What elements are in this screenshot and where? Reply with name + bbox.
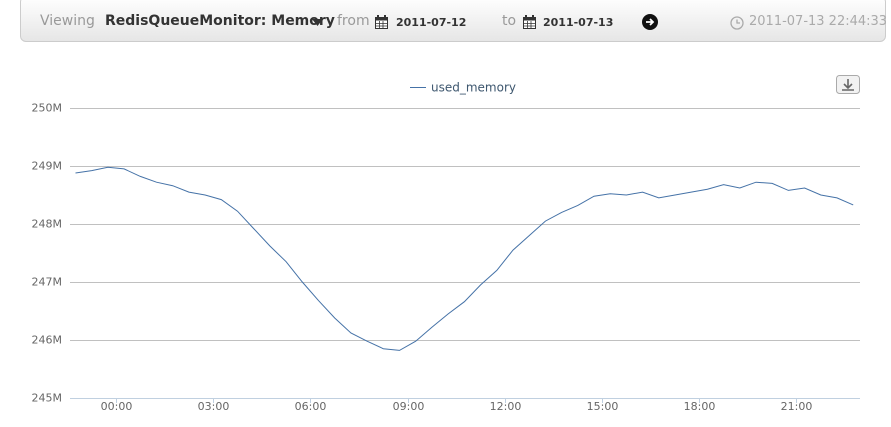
calendar-icon[interactable] xyxy=(523,15,536,29)
series-line xyxy=(75,166,854,351)
y-tick-label: 247M xyxy=(32,276,63,289)
from-date[interactable]: 2011-07-12 xyxy=(396,16,467,29)
y-tick-label: 246M xyxy=(32,334,63,347)
y-tick-label: 245M xyxy=(32,392,63,405)
x-tick-label: 12:00 xyxy=(490,400,522,413)
clock-icon xyxy=(730,16,744,30)
legend-label: used_memory xyxy=(431,81,516,95)
timestamp: 2011-07-13 22:44:33 xyxy=(749,14,888,29)
view-selector[interactable]: RedisQueueMonitor: Memory xyxy=(105,13,335,29)
calendar-icon[interactable] xyxy=(375,15,388,29)
y-tick-label: 248M xyxy=(32,218,63,231)
viewing-label: Viewing xyxy=(40,13,95,29)
y-tick-label: 250M xyxy=(32,102,63,115)
x-tick-label: 03:00 xyxy=(198,400,230,413)
from-label: from xyxy=(337,13,370,29)
x-tick-label: 18:00 xyxy=(684,400,716,413)
dropdown-caret[interactable] xyxy=(312,19,323,27)
export-button[interactable] xyxy=(836,75,860,94)
x-tick-label: 09:00 xyxy=(393,400,425,413)
go-button[interactable] xyxy=(642,14,658,30)
x-tick-label: 06:00 xyxy=(295,400,327,413)
toolbar xyxy=(20,0,886,42)
x-tick-label: 21:00 xyxy=(781,400,813,413)
x-tick-label: 00:00 xyxy=(101,400,133,413)
to-label: to xyxy=(502,13,517,29)
x-tick-label: 15:00 xyxy=(587,400,619,413)
y-tick-label: 249M xyxy=(32,160,63,173)
to-date[interactable]: 2011-07-13 xyxy=(543,16,614,29)
